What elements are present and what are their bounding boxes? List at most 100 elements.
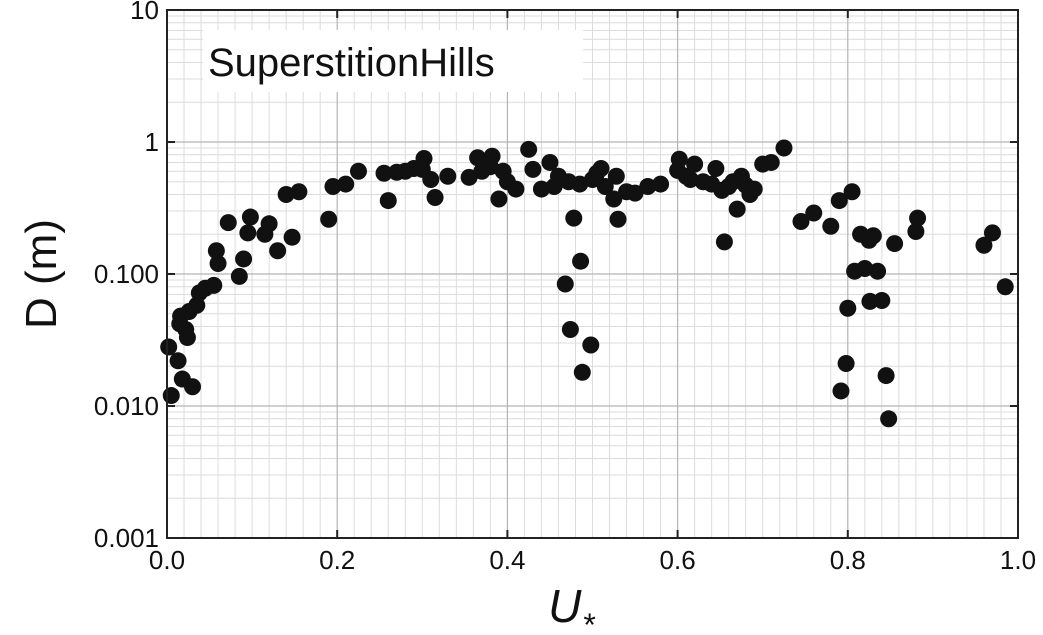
data-point xyxy=(483,147,501,165)
data-point xyxy=(205,276,223,294)
data-point xyxy=(762,153,780,171)
data-point xyxy=(235,250,253,268)
data-point xyxy=(379,192,397,210)
data-point xyxy=(277,186,295,204)
data-point xyxy=(524,160,542,178)
x-tick-label: 0.2 xyxy=(319,545,355,575)
data-point xyxy=(877,367,895,385)
data-point xyxy=(856,260,874,278)
data-point xyxy=(324,178,342,196)
x-tick-label: 1.0 xyxy=(1000,545,1036,575)
data-point xyxy=(207,242,225,260)
data-point xyxy=(864,227,882,245)
annotation-background xyxy=(203,30,583,92)
data-point xyxy=(490,190,508,208)
data-point xyxy=(839,299,857,317)
y-tick-label: 0.010 xyxy=(94,391,159,421)
data-point xyxy=(556,275,574,293)
data-point xyxy=(652,175,670,193)
y-tick-labels: 0.001 0.010 0.100 1 10 xyxy=(94,0,159,553)
data-point xyxy=(337,175,355,193)
data-point xyxy=(320,210,338,228)
data-point xyxy=(269,242,287,260)
data-point xyxy=(996,278,1014,296)
data-point xyxy=(805,204,823,222)
data-point xyxy=(686,155,704,173)
axis-ticks xyxy=(166,9,1019,539)
data-point xyxy=(873,291,891,309)
data-point xyxy=(169,352,187,370)
data-point xyxy=(422,170,440,188)
data-point xyxy=(184,378,202,396)
data-point xyxy=(507,180,525,198)
data-point xyxy=(830,192,848,210)
y-tick-label: 0.001 xyxy=(94,523,159,553)
data-point xyxy=(626,184,644,202)
data-point xyxy=(681,170,699,188)
x-axis-title-main: U xyxy=(548,580,582,632)
data-point xyxy=(607,167,625,185)
y-tick-label: 0.100 xyxy=(94,259,159,289)
data-point xyxy=(178,329,196,347)
data-point xyxy=(609,210,627,228)
data-point xyxy=(541,153,559,171)
data-point xyxy=(283,228,301,246)
data-point xyxy=(415,149,433,167)
data-point xyxy=(792,212,810,230)
x-tick-label: 0.8 xyxy=(830,545,866,575)
data-points xyxy=(160,139,1014,428)
x-axis-title-subscript: * xyxy=(583,607,595,635)
data-point xyxy=(837,354,855,372)
data-point xyxy=(160,338,178,356)
data-point xyxy=(532,180,550,198)
data-point xyxy=(886,235,904,253)
data-point xyxy=(775,139,793,157)
data-point xyxy=(572,252,590,270)
annotation-label: SuperstitionHills xyxy=(208,41,495,85)
data-point xyxy=(880,410,898,428)
x-axis-title: U* xyxy=(548,580,596,635)
data-point xyxy=(571,175,589,193)
data-point xyxy=(605,190,623,208)
data-point xyxy=(460,168,478,186)
data-point xyxy=(909,209,927,227)
data-point xyxy=(230,267,248,285)
data-point xyxy=(290,183,308,201)
y-axis-title: D (m) xyxy=(17,219,66,329)
data-point xyxy=(670,150,688,168)
data-point xyxy=(983,224,1001,242)
y-tick-label: 10 xyxy=(130,0,159,25)
data-point xyxy=(561,320,579,338)
x-tick-label: 0.4 xyxy=(489,545,525,575)
data-point xyxy=(349,162,367,180)
x-tick-labels: 0.0 0.2 0.4 0.6 0.8 1.0 xyxy=(149,545,1036,575)
data-point xyxy=(469,149,487,167)
data-point xyxy=(592,159,610,177)
data-point xyxy=(707,159,725,177)
data-point xyxy=(869,262,887,280)
data-point xyxy=(728,200,746,218)
data-point xyxy=(426,188,444,206)
data-point xyxy=(582,336,600,354)
data-point xyxy=(375,164,393,182)
data-point xyxy=(439,167,457,185)
data-point xyxy=(843,183,861,201)
y-tick-label: 1 xyxy=(145,127,159,157)
data-point xyxy=(907,222,925,240)
data-point xyxy=(520,140,538,158)
data-point xyxy=(832,382,850,400)
data-point xyxy=(715,233,733,251)
x-tick-label: 0.0 xyxy=(149,545,185,575)
data-point xyxy=(209,255,227,273)
data-point xyxy=(639,178,657,196)
x-tick-label: 0.6 xyxy=(660,545,696,575)
data-point xyxy=(822,217,840,235)
data-point xyxy=(219,214,237,232)
data-point xyxy=(241,208,259,226)
data-point xyxy=(162,387,180,405)
data-point xyxy=(975,236,993,254)
data-point xyxy=(596,178,614,196)
data-point xyxy=(239,224,257,242)
data-point xyxy=(260,215,278,233)
